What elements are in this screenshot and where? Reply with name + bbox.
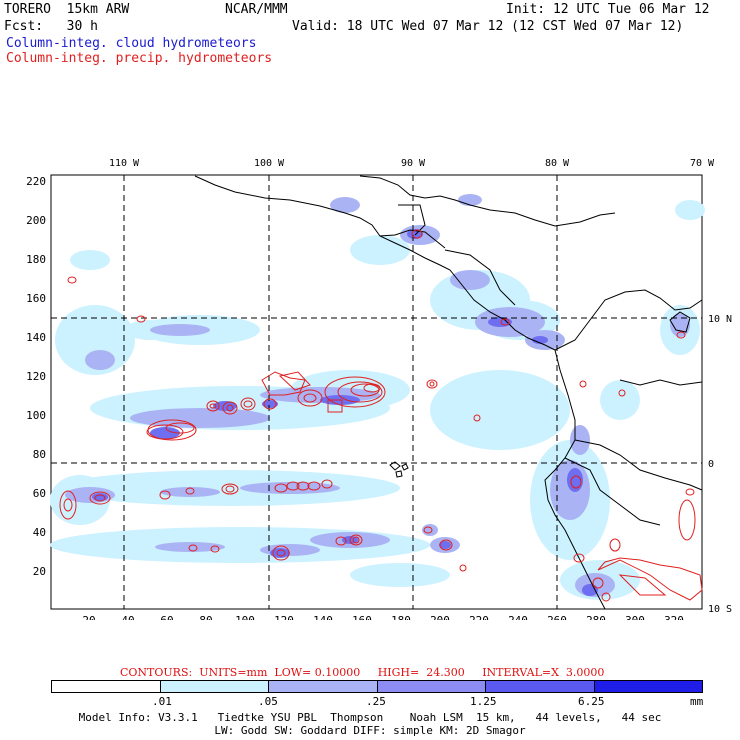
- y-tick-label: 120: [26, 370, 46, 383]
- x-tick-label: 280: [586, 614, 606, 620]
- lon-label: 90 W: [401, 158, 426, 169]
- x-tick-label: 40: [121, 614, 134, 620]
- lon-label: 70 W: [690, 158, 715, 169]
- colorbar-label: .05: [258, 695, 278, 708]
- colorbar-bin: [377, 681, 486, 692]
- y-axis: 20 40 60 80 100 120 140 160 180 200 220: [26, 175, 46, 578]
- x-tick-label: 180: [391, 614, 411, 620]
- y-tick-label: 80: [33, 448, 46, 461]
- map-plot: 20 40 60 80 100 120 140 160 180 200 220 …: [26, 158, 732, 620]
- x-tick-label: 20: [82, 614, 95, 620]
- forecast-hour: Fcst: 30 h: [4, 19, 98, 34]
- colorbar-label: .01: [152, 695, 172, 708]
- cloud-shading: [50, 194, 705, 600]
- colorbar-units: mm: [690, 695, 704, 708]
- legend-precip: Column-integ. precip. hydrometeors: [6, 51, 273, 66]
- y-tick-label: 40: [33, 526, 46, 539]
- x-tick-label: 100: [235, 614, 255, 620]
- x-tick-label: 200: [430, 614, 450, 620]
- colorbar-label: .25: [366, 695, 386, 708]
- x-tick-label: 80: [199, 614, 212, 620]
- init-time: Init: 12 UTC Tue 06 Mar 12: [506, 2, 710, 17]
- colorbar-label: 6.25: [578, 695, 605, 708]
- lon-label: 110 W: [109, 158, 140, 169]
- valid-time: Valid: 18 UTC Wed 07 Mar 12 (12 CST Wed …: [292, 19, 684, 34]
- model-name: TORERO 15km ARW: [4, 2, 130, 17]
- x-axis: 20 40 60 80 100 120 140 160 180 200 220 …: [82, 614, 684, 620]
- colorbar-bin: [269, 681, 378, 692]
- lon-label: 80 W: [545, 158, 570, 169]
- x-tick-label: 320: [664, 614, 684, 620]
- x-tick-label: 240: [508, 614, 528, 620]
- contour-info: CONTOURS: UNITS=mm LOW= 0.10000 HIGH= 24…: [120, 666, 605, 679]
- x-tick-label: 60: [160, 614, 173, 620]
- y-tick-label: 180: [26, 253, 46, 266]
- colorbar-bin: [594, 681, 702, 692]
- y-tick-label: 160: [26, 292, 46, 305]
- precip-contours: [59, 229, 703, 602]
- colorbar-label: 1.25: [470, 695, 497, 708]
- x-tick-label: 160: [352, 614, 372, 620]
- latlon-grid: [51, 175, 702, 609]
- x-tick-label: 260: [547, 614, 567, 620]
- y-tick-label: 20: [33, 565, 46, 578]
- top-lon-labels: 110 W 100 W 90 W 80 W 70 W: [109, 158, 715, 169]
- x-tick-label: 300: [625, 614, 645, 620]
- lat-label: 10 N: [708, 314, 732, 325]
- colorbar-bin: [52, 681, 161, 692]
- y-tick-label: 60: [33, 487, 46, 500]
- model-info-line2: LW: Godd SW: Goddard DIFF: simple KM: 2D…: [214, 724, 526, 737]
- y-tick-label: 220: [26, 175, 46, 188]
- x-tick-label: 220: [469, 614, 489, 620]
- y-tick-label: 140: [26, 331, 46, 344]
- colorbar: [51, 680, 703, 693]
- x-tick-label: 120: [274, 614, 294, 620]
- lon-label: 100 W: [254, 158, 285, 169]
- colorbar-bin: [160, 681, 269, 692]
- organization: NCAR/MMM: [225, 2, 288, 17]
- y-tick-label: 100: [26, 409, 46, 422]
- y-tick-label: 200: [26, 214, 46, 227]
- lat-label: 10 S: [708, 604, 732, 615]
- lat-label: 0: [708, 459, 714, 470]
- x-tick-label: 140: [313, 614, 333, 620]
- model-info-line1: Model Info: V3.3.1 Tiedtke YSU PBL Thomp…: [78, 711, 662, 724]
- colorbar-bin: [486, 681, 595, 692]
- legend-cloud: Column-integ. cloud hydrometeors: [6, 36, 257, 51]
- right-lat-labels: 10 N 0 10 S: [708, 314, 732, 615]
